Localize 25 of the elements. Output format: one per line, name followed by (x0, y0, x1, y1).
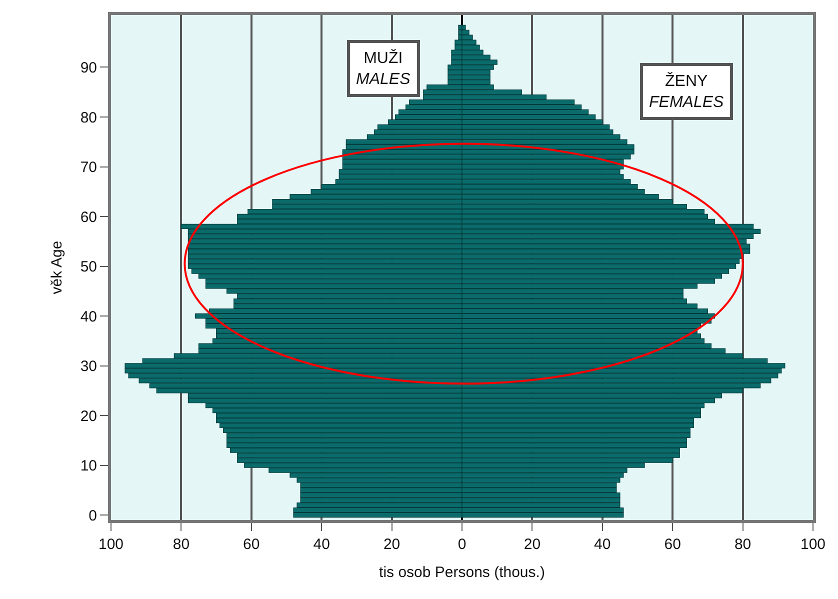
x-tick-label: 40 (313, 536, 330, 553)
y-axis-title: věk Age (48, 240, 66, 294)
y-tick-label: 70 (80, 159, 97, 176)
y-tick-label: 40 (80, 308, 97, 326)
y-tick-label: 0 (88, 507, 97, 524)
x-tick-label: 60 (664, 536, 681, 553)
x-tick-label: 60 (243, 536, 260, 553)
x-tick-label: 40 (594, 536, 611, 553)
y-tick-label: 90 (80, 59, 97, 76)
y-tick-label: 50 (80, 258, 97, 276)
text: ŽENY FEMALES (649, 72, 724, 111)
y-tick-label: 60 (80, 208, 97, 226)
x-tick-label: 0 (458, 536, 466, 553)
x-tick-label: 20 (524, 536, 541, 553)
y-tick-label: 20 (80, 408, 97, 425)
y-tick-label: 80 (80, 109, 97, 126)
x-tick-label: 80 (734, 536, 752, 553)
x-tick-label: 80 (172, 536, 190, 553)
y-tick-label: 30 (80, 358, 97, 376)
x-tick-label: 100 (800, 536, 826, 553)
x-tick-label: 20 (383, 536, 400, 553)
y-tick-label: 10 (80, 458, 97, 475)
x-tick-label: 100 (98, 536, 124, 553)
series-label: MUŽI MALES (356, 49, 411, 88)
x-axis-title: tis osob Persons (thous.) (379, 564, 545, 581)
